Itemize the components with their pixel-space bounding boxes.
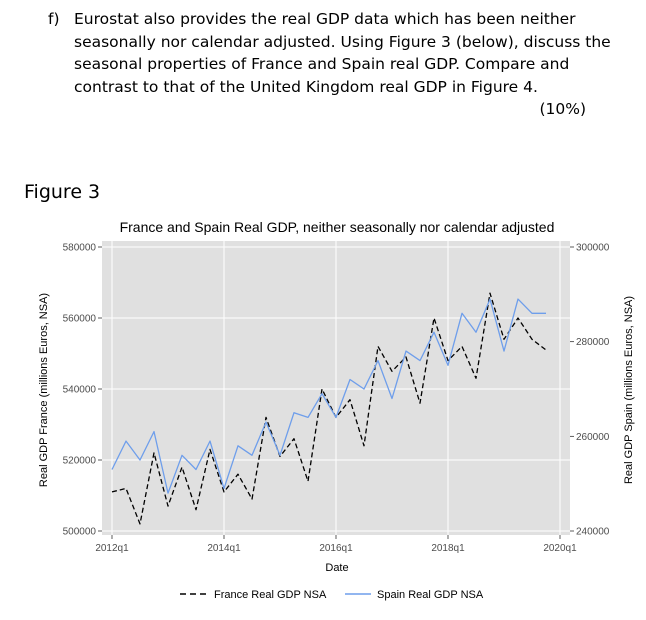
- x-tick-label: 2020q1: [543, 543, 577, 554]
- gdp-chart: France and Spain Real GDP, neither seaso…: [38, 219, 635, 601]
- chart-title: France and Spain Real GDP, neither seaso…: [120, 219, 555, 235]
- question-line: contrast to that of the United Kingdom r…: [74, 77, 538, 96]
- question-text: Eurostat also provides the real GDP data…: [74, 8, 630, 98]
- x-tick-label: 2016q1: [319, 543, 353, 554]
- question-line: seasonal properties of France and Spain …: [74, 55, 570, 73]
- y-axis-right-label: Real GDP Spain (millions Euros, NSA): [623, 296, 635, 484]
- series-line-france: [111, 292, 547, 525]
- question-line: Eurostat also provides the real GDP data…: [74, 10, 576, 28]
- legend: France Real GDP NSA Spain Real GDP NSA: [180, 589, 484, 601]
- y-left-tick-label: 580000: [63, 243, 97, 254]
- y-left-tick-label: 520000: [63, 456, 97, 467]
- y-left-tick-label: 500000: [63, 527, 97, 538]
- figure-label: Figure 3: [24, 181, 101, 203]
- x-axis-label: Date: [325, 562, 348, 574]
- x-tick-label: 2018q1: [431, 543, 465, 554]
- legend-label-france: France Real GDP NSA: [214, 589, 327, 601]
- y-right-tick-label: 280000: [576, 337, 610, 348]
- x-tick-label: 2012q1: [95, 543, 129, 554]
- series-line-spain: [111, 298, 546, 494]
- question-line: seasonally nor calendar adjusted. Using …: [74, 32, 611, 51]
- y-left-tick-label: 540000: [63, 385, 97, 396]
- y-right-tick-label: 260000: [576, 432, 610, 443]
- legend-label-spain: Spain Real GDP NSA: [377, 589, 484, 601]
- y-axis-left-label: Real GDP France (millions Euros, NSA): [38, 293, 50, 487]
- y-right-tick-label: 300000: [576, 243, 610, 254]
- plot-area: 2012q1 2014q1 2016q1 2018q1 2020q1 500000 5200…: [63, 241, 610, 554]
- y-left-tick-label: 560000: [63, 314, 97, 325]
- question-label: f): [48, 10, 60, 28]
- question-marks: (10%): [539, 100, 586, 118]
- x-tick-label: 2014q1: [207, 543, 241, 554]
- y-right-tick-label: 240000: [576, 527, 610, 538]
